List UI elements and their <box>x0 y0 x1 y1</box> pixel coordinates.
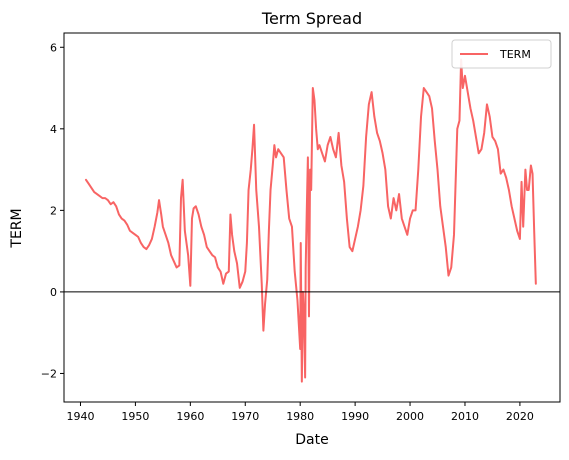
plot-frame <box>63 32 561 403</box>
y-tick-label: 0 <box>50 286 57 299</box>
series-layer <box>84 58 537 383</box>
series-line-term <box>84 58 537 383</box>
y-axis-label: TERM <box>9 208 25 248</box>
chart-title: Term Spread <box>261 9 362 28</box>
y-tick-label: 6 <box>50 41 57 54</box>
x-tick-label: 1980 <box>286 410 314 423</box>
legend-label: TERM <box>499 48 531 61</box>
x-tick-label: 2000 <box>396 410 424 423</box>
x-tick-label: 2010 <box>451 410 479 423</box>
x-tick-label: 1940 <box>66 410 94 423</box>
x-tick-label: 2020 <box>506 410 534 423</box>
y-tick-label: 2 <box>50 204 57 217</box>
y-tick-label: −2 <box>41 367 57 380</box>
x-tick-label: 1960 <box>176 410 204 423</box>
legend-box <box>451 39 552 69</box>
x-axis-label: Date <box>295 432 328 448</box>
y-tick-label: 4 <box>50 123 57 136</box>
x-tick-label: 1990 <box>341 410 369 423</box>
x-tick-label: 1970 <box>231 410 259 423</box>
y-axis-ticks: −2 0 2 4 6 <box>41 41 64 380</box>
x-tick-label: 1950 <box>121 410 149 423</box>
legend: TERM <box>451 39 552 69</box>
x-axis-ticks: 1940 1950 1960 1970 1980 1990 2000 2010 2020 <box>66 402 534 423</box>
